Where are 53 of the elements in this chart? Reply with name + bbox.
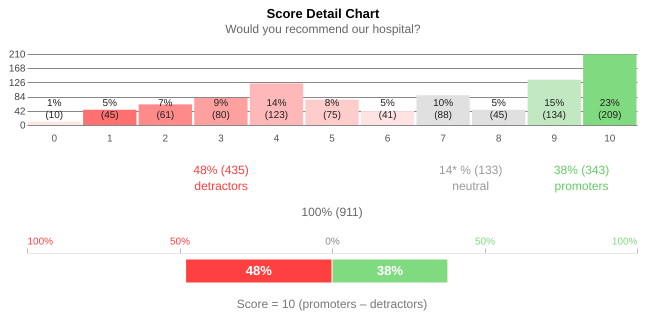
x-tick-label: 50% [170,236,190,248]
y-tick-label: 210 [8,50,26,60]
bar [583,54,636,125]
data-label: 1% (10) [45,98,64,121]
data-label: 23% (209) [598,98,622,121]
x-tick-label: 8 [496,134,502,144]
bar [416,95,470,125]
data-label: 7% (61) [156,98,174,121]
data-label: 48% [246,263,272,278]
x-tick-label: 100% [612,236,638,248]
chart-subtitle: Would you recommend our hospital? [225,22,421,36]
data-label: 10% (88) [433,98,454,121]
bar [138,104,192,125]
x-tick-label: 50% [474,236,496,248]
bar [360,111,414,125]
text: 48% (435) detractors [193,163,249,193]
bar [305,100,359,125]
x-tick-label: 0% [325,236,340,248]
text: 38% (343) promoters [554,163,610,193]
data-label: 8% (75) [323,98,341,121]
data-label: 9% (80) [212,98,230,121]
y-tick-label: 168 [8,64,26,75]
bar [83,110,136,125]
data-label: 5% (45) [100,98,119,121]
bar [28,122,81,125]
x-tick-label: 0 [51,134,58,144]
chart-title: Score Detail Chart [266,6,380,21]
bar [472,110,526,125]
y-tick-label: 84 [14,92,26,104]
bar [528,80,581,125]
x-tick-label: 5 [329,134,336,144]
x-tick-label: 7 [440,134,446,144]
x-tick-label: 3 [218,134,224,144]
x-tick-label: 10 [604,134,616,144]
annotation: Score = 10 (promoters – detractors) [236,297,428,311]
text: 14* % (133) neutral [438,163,502,193]
y-tick-label: 42 [14,106,26,118]
x-tick-label: 4 [274,134,280,144]
x-tick-label: 100% [28,236,54,248]
data-label: 38% [376,263,404,278]
x-tick-label: 1 [106,134,113,144]
y-tick-label: 126 [8,78,26,89]
bar [194,98,248,125]
data-label: 14% (123) [264,98,288,121]
x-tick-label: 6 [384,134,391,144]
y-tick-label: 0 [20,120,26,132]
bar [250,83,304,125]
text: 100% (911) [301,205,363,219]
data-label: 5% (45) [490,98,508,121]
x-tick-label: 9 [551,134,558,144]
x-tick-label: 2 [162,134,169,144]
data-label: 5% (41) [378,98,396,121]
data-label: 15% (134) [542,98,566,121]
